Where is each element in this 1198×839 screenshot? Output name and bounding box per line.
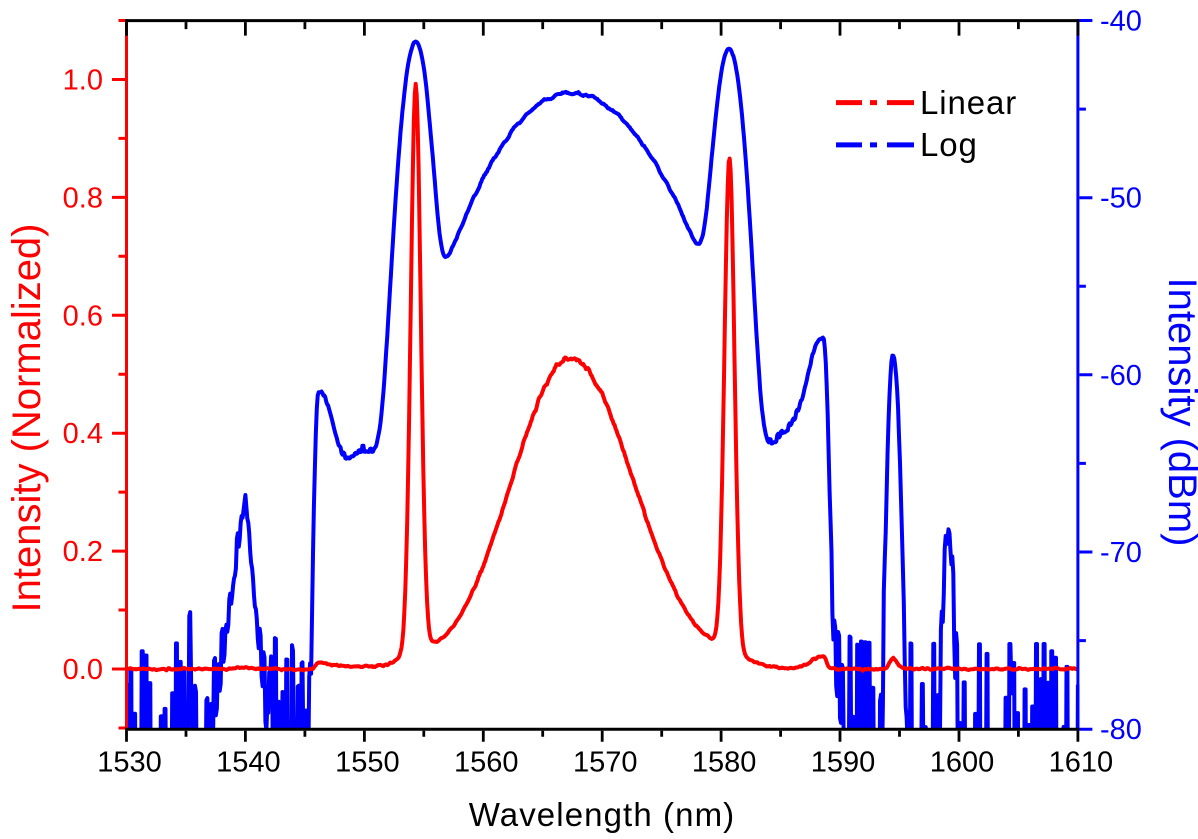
svg-text:-50: -50 bbox=[1100, 183, 1142, 215]
svg-text:Linear: Linear bbox=[920, 84, 1017, 121]
svg-text:-80: -80 bbox=[1100, 714, 1142, 746]
svg-text:1540: 1540 bbox=[216, 747, 281, 779]
svg-text:0.8: 0.8 bbox=[63, 182, 103, 214]
svg-text:Wavelength (nm): Wavelength (nm) bbox=[469, 796, 736, 833]
svg-text:1560: 1560 bbox=[454, 747, 519, 779]
svg-text:-40: -40 bbox=[1100, 6, 1142, 38]
svg-text:1580: 1580 bbox=[692, 747, 757, 779]
svg-text:1530: 1530 bbox=[97, 747, 162, 779]
svg-text:0.6: 0.6 bbox=[63, 300, 103, 332]
svg-text:Intensity (dBm): Intensity (dBm) bbox=[1160, 278, 1198, 547]
svg-text:1610: 1610 bbox=[1049, 747, 1114, 779]
svg-text:0.2: 0.2 bbox=[63, 536, 103, 568]
svg-text:1600: 1600 bbox=[930, 747, 995, 779]
svg-text:0.0: 0.0 bbox=[63, 654, 103, 686]
svg-text:1550: 1550 bbox=[335, 747, 400, 779]
svg-text:1590: 1590 bbox=[811, 747, 876, 779]
svg-text:-70: -70 bbox=[1100, 537, 1142, 569]
svg-text:1.0: 1.0 bbox=[63, 65, 103, 97]
svg-text:-60: -60 bbox=[1100, 360, 1142, 392]
svg-text:Intensity (Normalized): Intensity (Normalized) bbox=[5, 223, 49, 612]
svg-text:0.4: 0.4 bbox=[63, 418, 103, 450]
svg-text:1570: 1570 bbox=[573, 747, 638, 779]
svg-text:Log: Log bbox=[920, 126, 978, 163]
